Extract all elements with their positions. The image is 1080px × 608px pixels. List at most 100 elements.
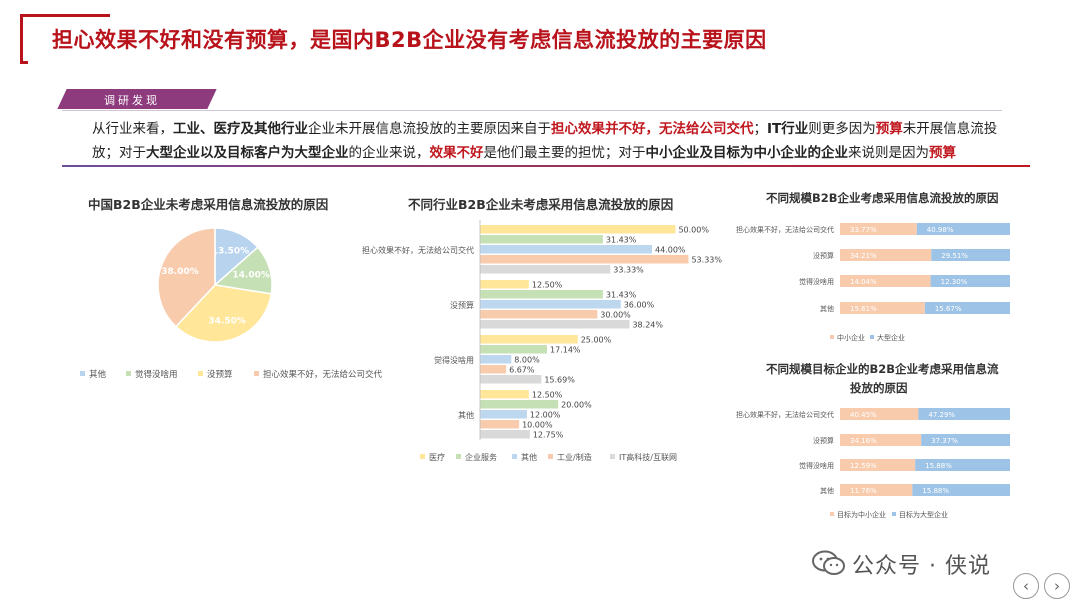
- industry-data-label: 15.69%: [544, 376, 575, 385]
- prev-page-button[interactable]: ‹: [1013, 573, 1039, 599]
- pie-data-label: 13.50%: [212, 247, 250, 257]
- industry-bar: [480, 265, 611, 274]
- size-chart-title: 不同规模B2B企业考虑采用信息流投放的原因: [766, 191, 999, 205]
- next-page-button[interactable]: ›: [1044, 573, 1070, 599]
- industry-data-label: 12.50%: [532, 391, 563, 400]
- industry-bar: [480, 335, 578, 344]
- pie-legend-swatch: [254, 371, 259, 376]
- industry-data-label: 31.43%: [606, 291, 637, 300]
- stacked-legend-label: 中小企业: [837, 333, 865, 342]
- industry-data-label: 50.00%: [678, 226, 709, 235]
- industry-legend-label: IT高科技/互联网: [619, 452, 677, 462]
- intro-segment: 大型企业以及目标客户为大型企业: [146, 145, 349, 161]
- intro-segment: 则更多因为: [808, 121, 876, 137]
- industry-bar: [480, 280, 529, 289]
- title-bracket-top: [20, 14, 110, 17]
- stacked-category-label: 没预算: [813, 436, 834, 445]
- pie-legend-swatch: [80, 371, 85, 376]
- stacked-bar-segment: [840, 275, 931, 287]
- industry-bar: [480, 365, 507, 374]
- industry-legend-label: 其他: [521, 452, 537, 462]
- industry-data-label: 38.24%: [632, 321, 663, 330]
- industry-data-label: 36.00%: [624, 301, 655, 310]
- industry-category-label: 其他: [458, 410, 474, 420]
- industry-category-label: 觉得没啥用: [434, 355, 474, 365]
- industry-category-label: 担心效果不好，无法给公司交代: [362, 245, 474, 255]
- industry-bar: [480, 355, 512, 364]
- stacked-bar-segment: [931, 249, 1010, 261]
- intro-segment: 未开展信息流投放；对于: [92, 121, 998, 161]
- industry-data-label: 12.00%: [530, 411, 561, 420]
- stacked-category-label: 觉得没啥用: [799, 461, 834, 470]
- industry-legend-swatch: [610, 454, 615, 459]
- stacked-category-label: 担心效果不好，无法给公司交代: [736, 225, 834, 234]
- industry-bar: [480, 300, 621, 309]
- industry-data-label: 53.33%: [691, 256, 722, 265]
- stacked-bar-segment: [840, 249, 932, 261]
- intro-segment: 担心效果并不好，无法给公司交代: [551, 121, 754, 137]
- industry-bar: [480, 310, 598, 319]
- pie-legend-label: 觉得没啥用: [135, 369, 178, 380]
- industry-legend-swatch: [456, 454, 461, 459]
- section-divider: [62, 165, 1030, 167]
- intro-segment: 是他们最主要的担忧；对于: [483, 145, 646, 161]
- stacked-legend-label: 目标为中小企业: [837, 510, 886, 519]
- industry-legend-swatch: [512, 454, 517, 459]
- industry-legend-swatch: [548, 454, 553, 459]
- stacked-legend-swatch: [830, 512, 834, 516]
- intro-segment: 工业、医疗及其他行业: [173, 121, 308, 137]
- stacked-bar-segment: [921, 434, 1010, 446]
- industry-bar: [480, 430, 530, 439]
- stacked-bar-segment: [916, 223, 1010, 235]
- stacked-category-label: 觉得没啥用: [799, 277, 834, 286]
- industry-data-label: 44.00%: [655, 246, 686, 255]
- stacked-data-label: 33.77%: [850, 226, 877, 234]
- industry-data-label: 10.00%: [522, 421, 553, 430]
- banner-underline: [62, 110, 1002, 111]
- industry-bar: [480, 255, 689, 264]
- industry-data-label: 31.43%: [606, 236, 637, 245]
- stacked-bar-segment: [930, 275, 1010, 287]
- industry-data-label: 12.50%: [532, 281, 563, 290]
- industry-legend-label: 企业服务: [465, 452, 497, 462]
- industry-data-label: 25.00%: [581, 336, 612, 345]
- stacked-data-label: 47.29%: [928, 411, 955, 419]
- stacked-legend-swatch: [892, 512, 896, 516]
- target-chart-title-line2: 投放的原因: [850, 381, 908, 395]
- industry-bar: [480, 235, 603, 244]
- intro-segment: 中小企业及目标为中小企业的企业: [645, 145, 849, 161]
- industry-chart-title: 不同行业B2B企业未考虑采用信息流投放的原因: [408, 197, 674, 212]
- intro-segment: 效果不好: [429, 145, 484, 161]
- stacked-bar-segment: [840, 484, 913, 496]
- industry-legend-swatch: [420, 454, 425, 459]
- pie-slice: [157, 227, 216, 328]
- stacked-data-label: 15.61%: [850, 305, 877, 313]
- industry-data-label: 30.00%: [600, 311, 631, 320]
- pie-data-label: 14.00%: [232, 271, 270, 281]
- industry-data-label: 12.75%: [533, 431, 564, 440]
- industry-bar: [480, 420, 520, 429]
- intro-paragraph: 从行业来看，工业、医疗及其他行业企业未开展信息流投放的主要原因来自于担心效果并不…: [92, 117, 1007, 165]
- industry-legend-label: 工业/制造: [557, 452, 592, 462]
- stacked-data-label: 40.45%: [850, 411, 877, 419]
- pie-legend-swatch: [126, 371, 131, 376]
- size-stacked-bar-chart: 担心效果不好，无法给公司交代 33.77% 40.98% 没预算 34.21% 29.51…: [736, 223, 1010, 342]
- intro-segment: 企业未开展信息流投放的主要原因来自于: [308, 121, 551, 137]
- title-bracket: [20, 14, 28, 64]
- pie-data-label: 38.00%: [161, 267, 199, 277]
- stacked-legend-swatch: [830, 335, 834, 339]
- pie-legend-label: 没预算: [207, 369, 233, 380]
- industry-bar: [480, 390, 529, 399]
- pie-chart: 13.50% 14.00% 34.50% 38.00% 其他 觉得没啥用 没预算 担心效果不好…: [80, 227, 383, 380]
- stacked-bar-segment: [840, 408, 919, 420]
- intro-segment: IT行业: [767, 121, 809, 137]
- pie-legend-label: 其他: [89, 369, 107, 380]
- industry-bar: [480, 245, 652, 254]
- stacked-data-label: 15.88%: [922, 487, 949, 495]
- stacked-bar-segment: [840, 434, 922, 446]
- intro-segment: 来说则是因为: [848, 145, 929, 161]
- industry-bar: [480, 410, 527, 419]
- stacked-bar-segment: [840, 223, 917, 235]
- stacked-bar-segment: [912, 484, 1010, 496]
- stacked-data-label: 12.59%: [850, 462, 877, 470]
